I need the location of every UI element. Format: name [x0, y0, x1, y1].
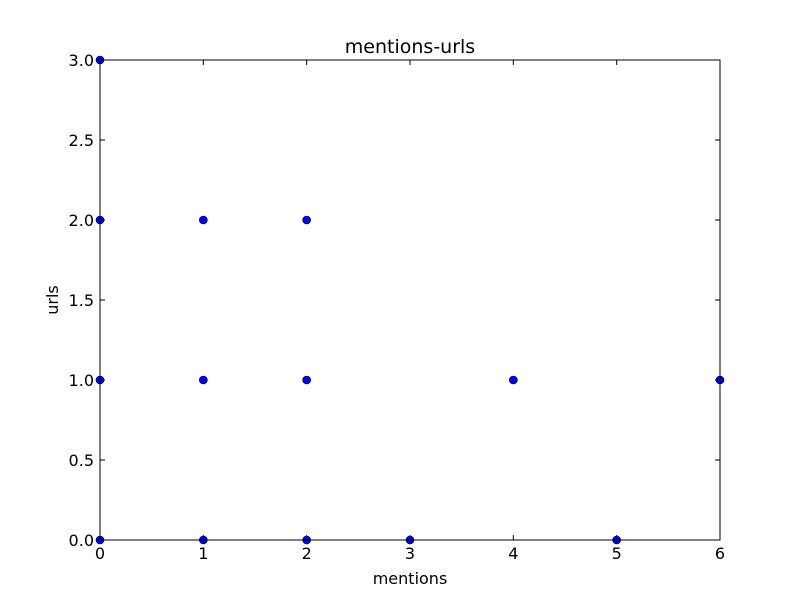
chart-title: mentions-urls — [345, 36, 475, 58]
y-tick-label: 2.5 — [69, 131, 94, 150]
y-axis-title: urls — [43, 285, 62, 315]
x-tick-label: 0 — [95, 544, 105, 563]
x-tick-label: 6 — [715, 544, 725, 563]
scatter-point — [509, 375, 518, 385]
x-tick-label: 2 — [302, 544, 312, 563]
y-tick-label: 2.0 — [69, 211, 94, 230]
y-tick-label: 3.0 — [69, 51, 94, 70]
scatter-point — [199, 375, 208, 385]
scatter-point — [302, 215, 311, 225]
plot-frame — [99, 59, 721, 541]
x-tick-label: 4 — [508, 544, 518, 563]
y-tick-label: 0.5 — [69, 451, 94, 470]
y-tick-label: 1.0 — [69, 371, 94, 390]
scatter-point — [302, 375, 311, 385]
y-tick-label: 0.0 — [69, 531, 94, 550]
x-tick-label: 3 — [405, 544, 415, 563]
x-tick-label: 5 — [612, 544, 622, 563]
x-axis-title: mentions — [373, 569, 448, 588]
x-tick-label: 1 — [198, 544, 208, 563]
ticks-layer: 0 1 2 3 4 5 6 0.0 0.5 1.0 1.5 2.0 2.5 3.0 — [69, 51, 726, 563]
y-tick-label: 1.5 — [69, 291, 94, 310]
scatter-point — [199, 215, 208, 225]
